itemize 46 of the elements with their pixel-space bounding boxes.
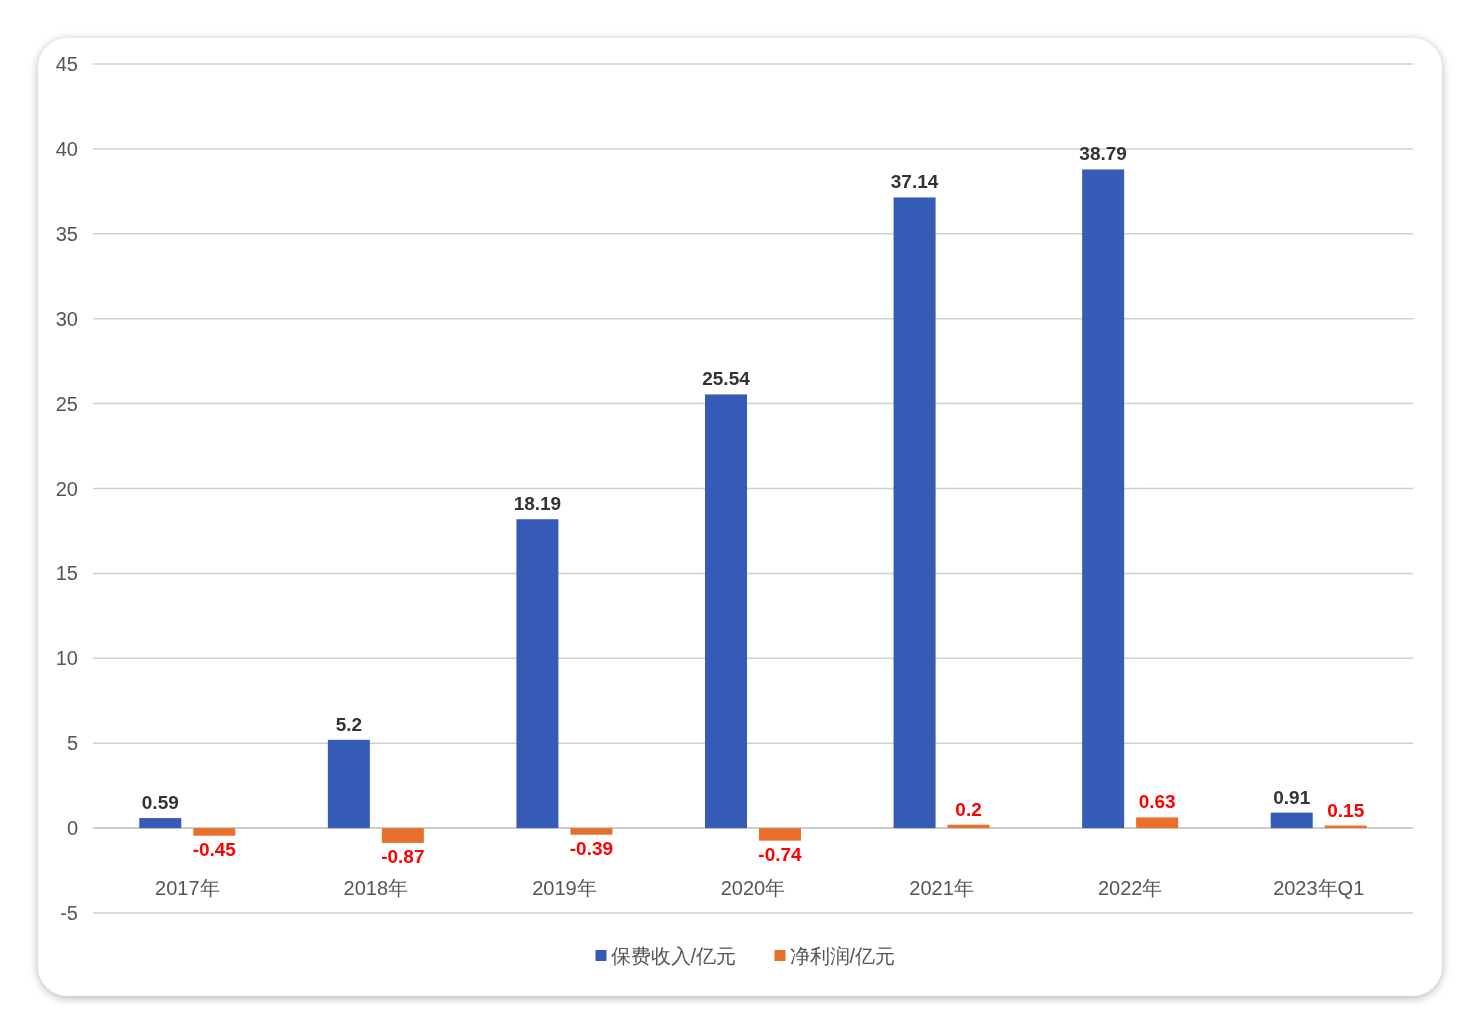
x-tick-label: 2017年 bbox=[155, 877, 220, 899]
bar bbox=[327, 739, 370, 829]
bar bbox=[759, 828, 801, 841]
y-tick-label: 35 bbox=[55, 222, 78, 245]
x-tick-label: 2022年 bbox=[1097, 877, 1163, 899]
x-tick-label: 2018年 bbox=[343, 877, 409, 899]
data-label: 37.14 bbox=[890, 171, 939, 193]
data-label: -0.87 bbox=[381, 845, 425, 867]
bar bbox=[1136, 817, 1179, 829]
y-tick-label: 20 bbox=[55, 477, 78, 500]
y-tick-label: 10 bbox=[55, 647, 78, 670]
bar bbox=[139, 818, 182, 829]
data-label: -0.45 bbox=[192, 838, 237, 860]
bar bbox=[705, 394, 747, 829]
y-tick-label: 45 bbox=[55, 53, 78, 75]
bar bbox=[570, 828, 613, 835]
data-label: -0.74 bbox=[758, 843, 803, 865]
data-label: 0.15 bbox=[1327, 799, 1365, 821]
data-label: 25.54 bbox=[702, 368, 751, 390]
data-label: 0.91 bbox=[1273, 786, 1311, 808]
bar bbox=[893, 197, 936, 829]
y-tick-label: 25 bbox=[55, 392, 78, 415]
bar bbox=[516, 519, 559, 829]
data-label: 38.79 bbox=[1079, 143, 1127, 165]
bar bbox=[1082, 169, 1125, 829]
bar bbox=[1270, 812, 1313, 829]
data-label: 18.19 bbox=[513, 493, 562, 515]
bar bbox=[381, 828, 424, 843]
x-tick-label: 2020年 bbox=[720, 877, 786, 899]
data-label: 5.2 bbox=[335, 713, 363, 735]
legend-label: 净利润/亿元 bbox=[789, 945, 896, 967]
data-label: 0.63 bbox=[1138, 791, 1176, 813]
y-tick-label: 15 bbox=[55, 562, 78, 585]
legend-label: 保费收入/亿元 bbox=[610, 945, 737, 967]
x-tick-label: 2023年Q1 bbox=[1273, 877, 1365, 899]
y-tick-label: 30 bbox=[55, 307, 78, 330]
y-tick-label: 40 bbox=[55, 137, 78, 160]
data-label: 0.2 bbox=[955, 798, 982, 820]
data-label: 0.59 bbox=[141, 792, 179, 814]
x-tick-label: 2021年 bbox=[909, 877, 974, 899]
y-tick-label: 0 bbox=[66, 817, 78, 840]
y-tick-label: -5 bbox=[60, 902, 78, 924]
y-tick-label: 5 bbox=[66, 732, 78, 755]
x-tick-label: 2019年 bbox=[532, 877, 597, 899]
data-label: -0.39 bbox=[569, 837, 614, 859]
bar bbox=[193, 828, 236, 836]
